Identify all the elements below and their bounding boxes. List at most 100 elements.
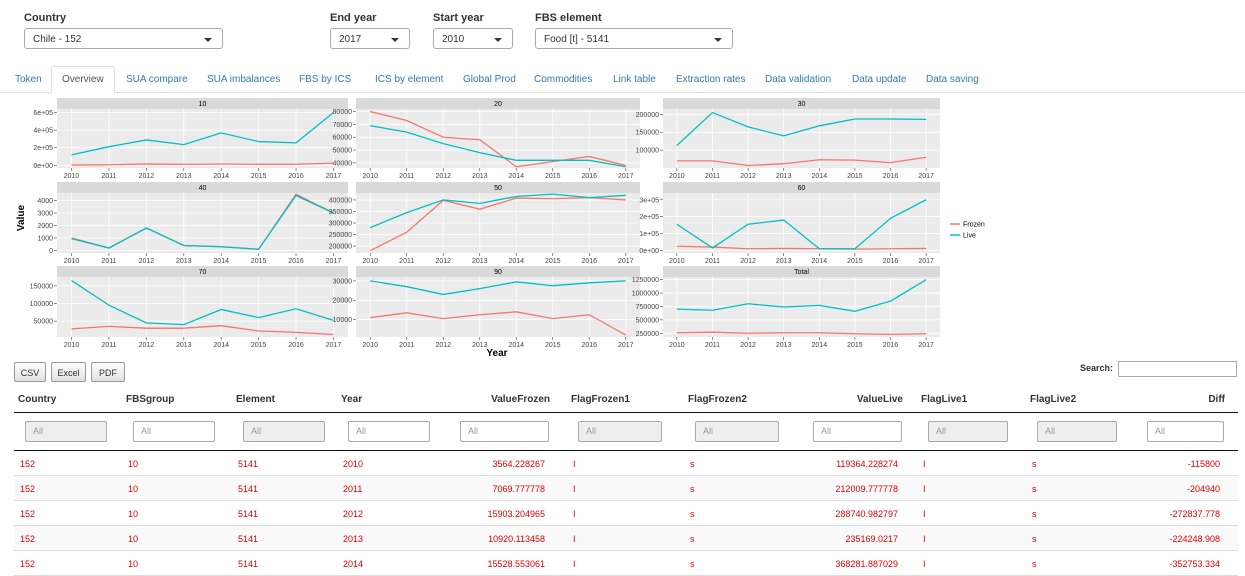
x-tick-label: 2016 (288, 342, 304, 349)
column-filter[interactable]: All (348, 421, 430, 442)
panel-bg (663, 277, 940, 337)
column-header[interactable]: Country (18, 394, 57, 405)
column-filter[interactable]: All (460, 421, 549, 442)
legend-label: Live (963, 233, 976, 240)
tab[interactable]: Commodities (534, 74, 593, 85)
data-line (370, 311, 627, 336)
data-line (369, 193, 626, 229)
x-tick-label: 2014 (508, 173, 524, 180)
column-filter[interactable]: All (1037, 421, 1117, 442)
x-tick-label: 2012 (435, 342, 451, 349)
column-header[interactable]: ValueLive (856, 394, 903, 405)
tab[interactable]: SUA compare (126, 74, 188, 85)
tab[interactable]: ICS by element (375, 74, 444, 85)
tab[interactable]: Data validation (765, 74, 832, 85)
y-tick-label: 0e+00 (33, 163, 53, 170)
table-cell: 10920.113458 (488, 534, 545, 544)
control-label: Country (24, 12, 67, 24)
x-tick-label: 2014 (508, 342, 524, 349)
column-filter[interactable]: All (578, 421, 662, 442)
x-tick-label: 2011 (705, 258, 720, 265)
column-header[interactable]: FlagFrozen1 (571, 394, 630, 405)
column-header[interactable]: FlagLive2 (1030, 394, 1077, 405)
x-tick-label: 2017 (618, 342, 634, 349)
column-filter[interactable]: All (695, 421, 779, 442)
panel-title: 60 (798, 185, 806, 192)
table-cell: s (1032, 484, 1037, 494)
y-tick-label: 70000 (333, 122, 353, 129)
column-header[interactable]: FlagFrozen2 (688, 394, 747, 405)
x-tick-label: 2014 (213, 173, 229, 180)
x-tick-label: 2010 (362, 173, 378, 180)
active-tab[interactable] (51, 66, 115, 93)
x-tick-label: 2014 (812, 173, 828, 180)
table-cell: I (573, 484, 576, 494)
y-tick-label: 2e+05 (33, 145, 53, 152)
y-tick-label: 250000 (636, 331, 659, 338)
tab[interactable]: Data update (852, 74, 907, 85)
tab[interactable]: Global Prod (463, 74, 516, 85)
y-tick-label: 10000 (333, 317, 353, 324)
tab[interactable]: Link table (613, 74, 656, 85)
strip (663, 266, 940, 277)
column-header[interactable]: Year (341, 394, 363, 405)
tab[interactable]: Overview (62, 74, 104, 85)
select[interactable]: Food [t] - 5141 (535, 28, 733, 49)
x-tick-label: 2014 (508, 258, 524, 265)
tab[interactable]: Extraction rates (676, 74, 746, 85)
strip (663, 98, 940, 109)
x-tick-label: 2010 (669, 342, 685, 349)
x-tick-label: 2012 (139, 342, 155, 349)
select[interactable]: 2017 (330, 28, 410, 49)
column-header[interactable]: FlagLive1 (921, 394, 968, 405)
x-tick-label: 2015 (251, 173, 267, 180)
table-cell: 10 (128, 559, 139, 569)
header-line (14, 412, 1238, 413)
x-tick-label: 2016 (581, 173, 597, 180)
table-cell: 3564.228267 (492, 459, 545, 469)
x-tick-label: 2016 (883, 342, 899, 349)
table-cell: 212009.777778 (835, 484, 898, 494)
column-filter[interactable]: All (928, 421, 1008, 442)
x-tick-label: 2012 (740, 173, 756, 180)
select[interactable]: Chile - 152 (24, 28, 223, 49)
y-tick-label: 750000 (636, 304, 659, 311)
x-tick-label: 2012 (740, 258, 756, 265)
y-tick-label: 50000 (333, 148, 353, 155)
select[interactable]: 2010 (433, 28, 513, 49)
table-cell: 5141 (238, 509, 259, 519)
panel-title: 10 (199, 101, 207, 108)
y-tick-label: 1000000 (632, 291, 659, 298)
column-filter[interactable]: All (243, 421, 325, 442)
panel-bg (663, 193, 940, 253)
x-tick-label: 2016 (581, 258, 597, 265)
table-cell: 152 (20, 509, 36, 519)
column-header[interactable]: Diff (1208, 394, 1225, 405)
column-header[interactable]: Element (236, 394, 275, 405)
x-tick-label: 2013 (176, 258, 192, 265)
tab[interactable]: Data saving (926, 74, 979, 85)
tab[interactable]: Token (15, 74, 42, 85)
strip (57, 182, 348, 193)
button[interactable]: CSV (14, 362, 46, 382)
x-tick-label: 2014 (812, 342, 828, 349)
x-tick-label: 2011 (705, 173, 720, 180)
x-tick-label: 2013 (776, 258, 792, 265)
column-header[interactable]: ValueFrozen (491, 394, 550, 405)
column-header[interactable]: FBSgroup (126, 394, 175, 405)
column-filter[interactable]: All (133, 421, 215, 442)
button[interactable]: Excel (51, 362, 86, 382)
button[interactable]: PDF (91, 362, 125, 382)
tab[interactable]: SUA imbalances (207, 74, 281, 85)
data-line (676, 331, 927, 335)
data-line (71, 325, 334, 336)
tab[interactable]: FBS by ICS (299, 74, 352, 85)
table-cell: 152 (20, 534, 36, 544)
search-input[interactable] (1118, 361, 1237, 377)
table-cell: 15903.204965 (487, 509, 545, 519)
table-cell: 152 (20, 484, 36, 494)
column-filter[interactable]: All (25, 421, 107, 442)
column-filter[interactable]: All (1147, 421, 1224, 442)
column-filter[interactable]: All (813, 421, 902, 442)
